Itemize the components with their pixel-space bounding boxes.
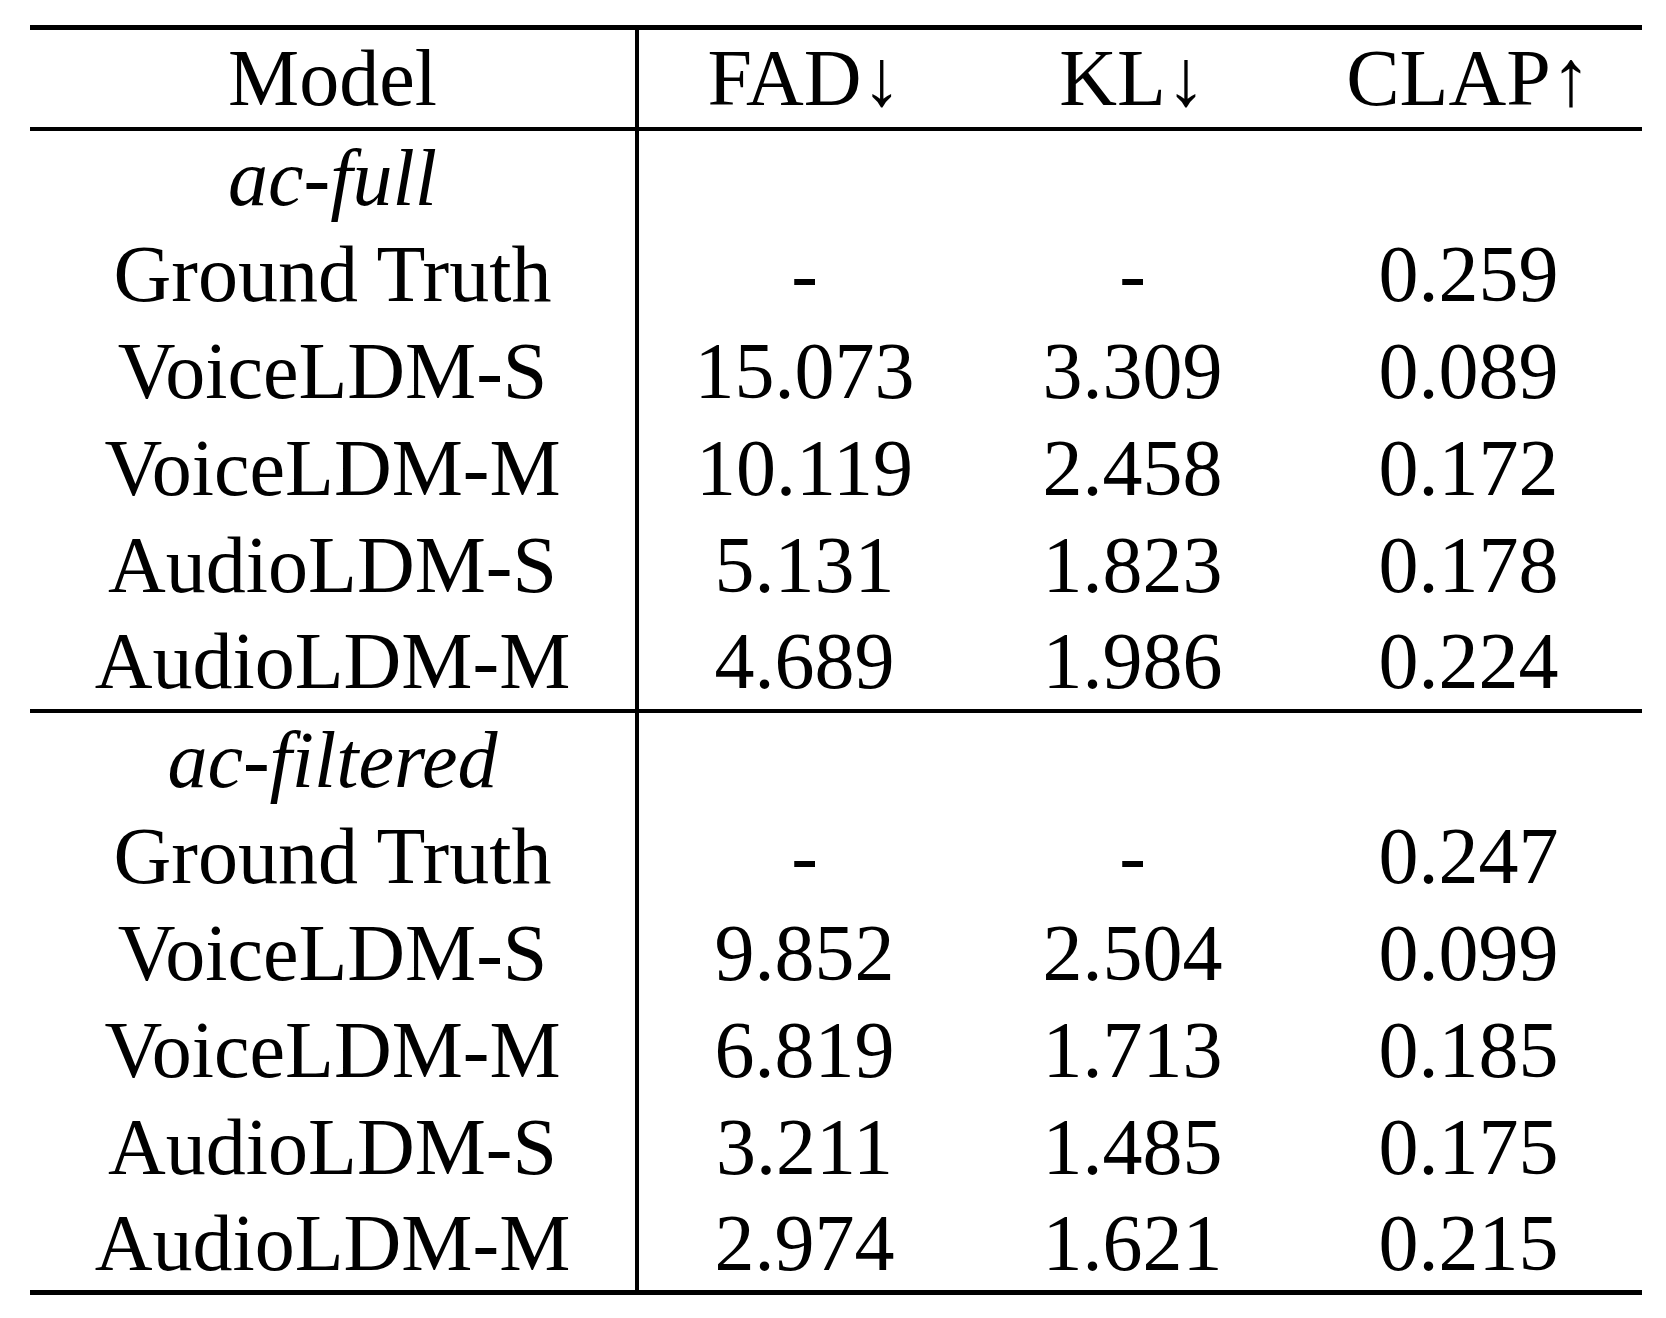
kl-value-cell: 2.458 — [970, 420, 1295, 517]
clap-value-cell: 0.185 — [1295, 1002, 1642, 1099]
table-row: AudioLDM-M 4.689 1.986 0.224 — [30, 614, 1642, 711]
section-label-row: ac-full — [30, 129, 1642, 226]
clap-value-cell: 0.175 — [1295, 1099, 1642, 1196]
clap-value-cell: 0.224 — [1295, 614, 1642, 711]
clap-value-cell: 0.178 — [1295, 517, 1642, 614]
model-name-cell: VoiceLDM-M — [30, 420, 637, 517]
kl-value-cell: 1.823 — [970, 517, 1295, 614]
clap-value-cell: 0.247 — [1295, 808, 1642, 905]
table-row: AudioLDM-M 2.974 1.621 0.215 — [30, 1196, 1642, 1293]
fad-value-cell: 9.852 — [637, 905, 970, 1002]
model-name-cell: AudioLDM-S — [30, 517, 637, 614]
section-ac-filtered: ac-filtered Ground Truth - - 0.247 Voice… — [30, 711, 1642, 1293]
table-row: VoiceLDM-M 6.819 1.713 0.185 — [30, 1002, 1642, 1099]
table-row: AudioLDM-S 3.211 1.485 0.175 — [30, 1099, 1642, 1196]
table-row: AudioLDM-S 5.131 1.823 0.178 — [30, 517, 1642, 614]
model-name-cell: VoiceLDM-M — [30, 1002, 637, 1099]
fad-value-cell: 3.211 — [637, 1099, 970, 1196]
section-label-row: ac-filtered — [30, 711, 1642, 808]
clap-value-cell: 0.172 — [1295, 420, 1642, 517]
fad-value-cell: - — [637, 226, 970, 323]
clap-value-cell: 0.215 — [1295, 1196, 1642, 1293]
fad-value-cell: 6.819 — [637, 1002, 970, 1099]
kl-value-cell: 3.309 — [970, 323, 1295, 420]
model-name-cell: Ground Truth — [30, 226, 637, 323]
fad-value-cell: 15.073 — [637, 323, 970, 420]
table-row: VoiceLDM-S 15.073 3.309 0.089 — [30, 323, 1642, 420]
table-header: Model FAD↓ KL↓ CLAP↑ — [30, 28, 1642, 129]
section-label-ac-filtered: ac-filtered — [30, 711, 637, 808]
kl-value-cell: 1.485 — [970, 1099, 1295, 1196]
kl-value-cell: 2.504 — [970, 905, 1295, 1002]
column-header-clap: CLAP↑ — [1295, 28, 1642, 129]
fad-value-cell: 2.974 — [637, 1196, 970, 1293]
column-header-fad: FAD↓ — [637, 28, 970, 129]
empty-cell — [1295, 711, 1642, 808]
fad-value-cell: 4.689 — [637, 614, 970, 711]
table-row: Ground Truth - - 0.259 — [30, 226, 1642, 323]
model-name-cell: AudioLDM-M — [30, 1196, 637, 1293]
clap-value-cell: 0.099 — [1295, 905, 1642, 1002]
results-table: Model FAD↓ KL↓ CLAP↑ ac-full Ground Trut… — [30, 25, 1642, 1295]
empty-cell — [970, 711, 1295, 808]
section-ac-full: ac-full Ground Truth - - 0.259 VoiceLDM-… — [30, 129, 1642, 711]
clap-value-cell: 0.259 — [1295, 226, 1642, 323]
model-name-cell: VoiceLDM-S — [30, 323, 637, 420]
fad-value-cell: 10.119 — [637, 420, 970, 517]
fad-value-cell: - — [637, 808, 970, 905]
table-row: VoiceLDM-M 10.119 2.458 0.172 — [30, 420, 1642, 517]
kl-value-cell: 1.986 — [970, 614, 1295, 711]
clap-value-cell: 0.089 — [1295, 323, 1642, 420]
column-header-kl: KL↓ — [970, 28, 1295, 129]
table-row: Ground Truth - - 0.247 — [30, 808, 1642, 905]
header-row: Model FAD↓ KL↓ CLAP↑ — [30, 28, 1642, 129]
empty-cell — [1295, 129, 1642, 226]
model-name-cell: VoiceLDM-S — [30, 905, 637, 1002]
kl-value-cell: 1.713 — [970, 1002, 1295, 1099]
kl-value-cell: - — [970, 808, 1295, 905]
model-name-cell: AudioLDM-M — [30, 614, 637, 711]
table-row: VoiceLDM-S 9.852 2.504 0.099 — [30, 905, 1642, 1002]
kl-value-cell: 1.621 — [970, 1196, 1295, 1293]
empty-cell — [637, 711, 970, 808]
kl-value-cell: - — [970, 226, 1295, 323]
column-header-model: Model — [30, 28, 637, 129]
fad-value-cell: 5.131 — [637, 517, 970, 614]
empty-cell — [637, 129, 970, 226]
model-name-cell: AudioLDM-S — [30, 1099, 637, 1196]
model-name-cell: Ground Truth — [30, 808, 637, 905]
section-label-ac-full: ac-full — [30, 129, 637, 226]
empty-cell — [970, 129, 1295, 226]
